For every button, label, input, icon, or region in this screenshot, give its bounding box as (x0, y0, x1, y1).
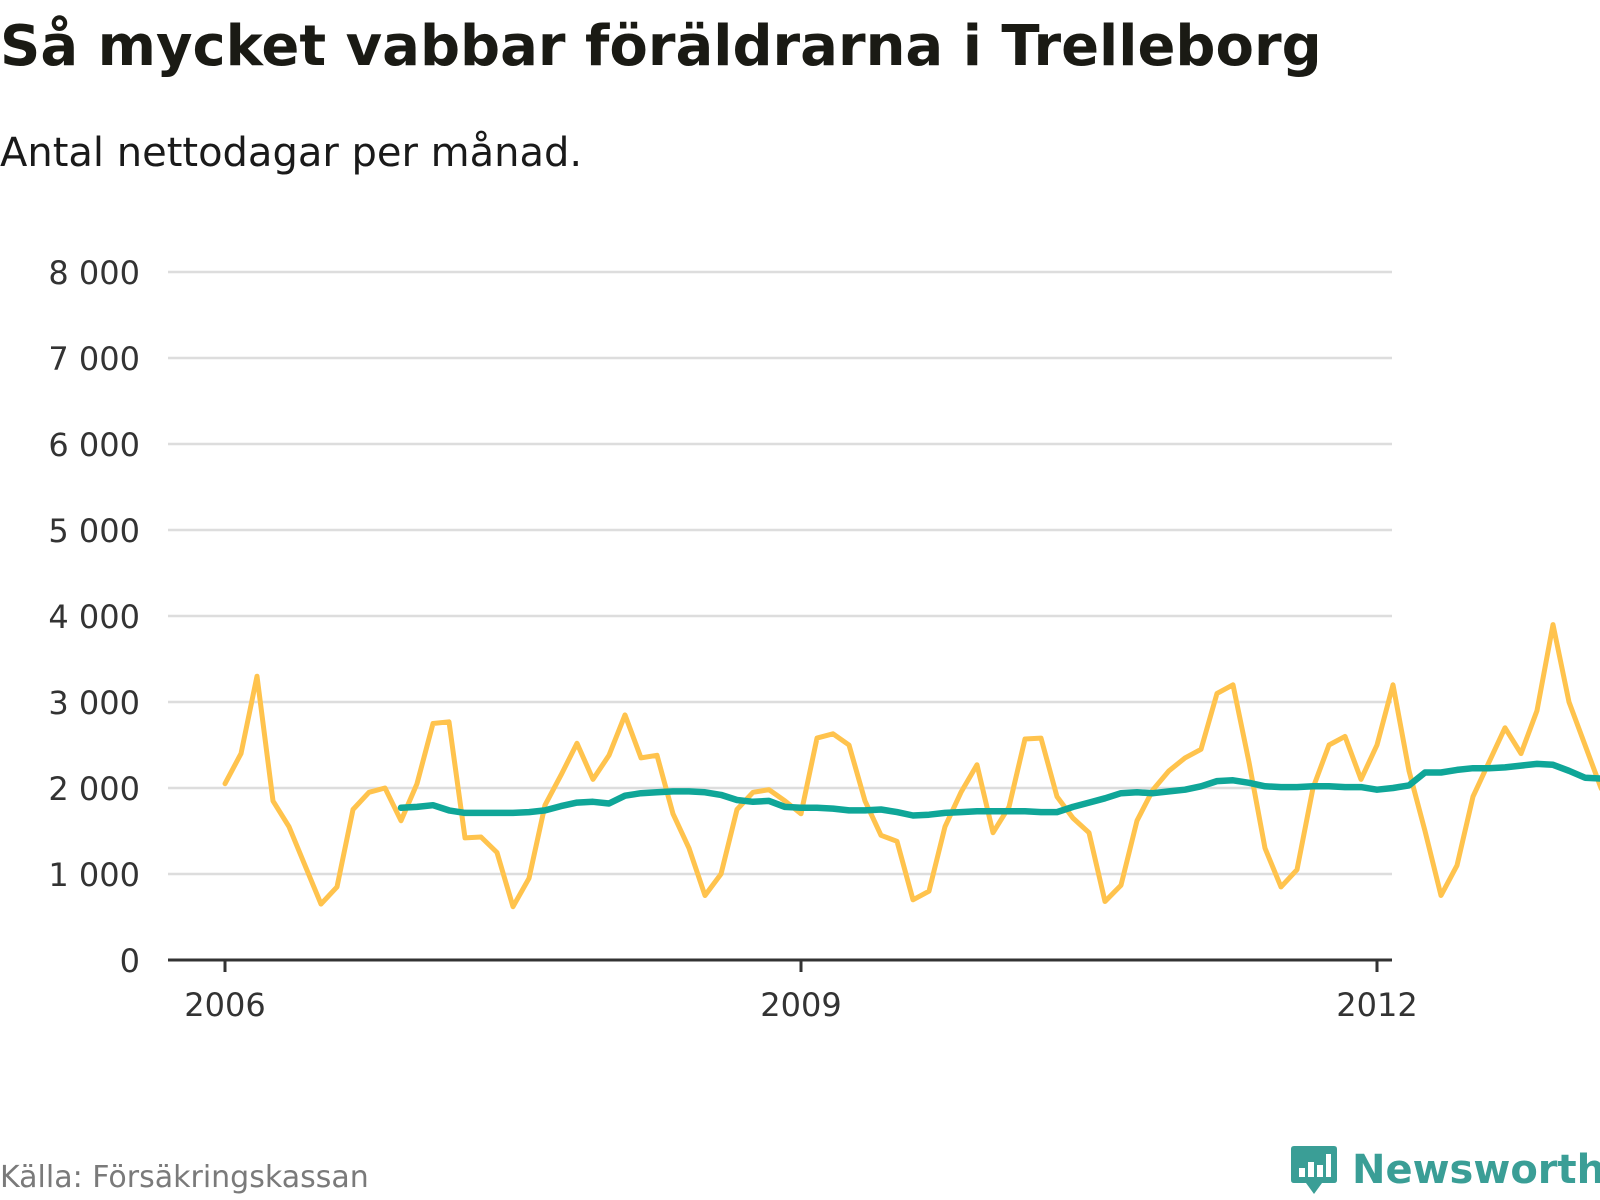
y-tick-label: 3 000 (48, 684, 140, 722)
y-tick-label: 2 000 (48, 770, 140, 808)
x-axis: 2006200920122015201820212023 (168, 958, 1418, 1024)
series-lines (222, 622, 1600, 910)
y-tick-label: 8 000 (48, 254, 140, 292)
y-tick-label: 6 000 (48, 426, 140, 464)
newsworthy-logo-icon (1291, 1146, 1337, 1194)
y-tick-label: 4 000 (48, 598, 140, 636)
y-tick-label: 1 000 (48, 856, 140, 894)
gridlines (168, 270, 1392, 876)
trend-line (397, 760, 1600, 819)
x-tick-label: 2012 (1336, 986, 1417, 1024)
x-tick-label: 2009 (760, 986, 841, 1024)
y-axis-tick-labels: 0 1 000 2 000 3 000 4 000 5 000 6 000 7 000 8 00… (48, 254, 140, 980)
y-tick-label: 7 000 (48, 340, 140, 378)
chart-title: Så mycket vabbar föräldrarna i Trellebor… (0, 14, 1322, 79)
y-tick-label: 5 000 (48, 512, 140, 550)
x-tick-label: 2006 (184, 986, 265, 1024)
source-note: Källa: Försäkringskassan (0, 1160, 369, 1195)
chart-subtitle: Antal nettodagar per månad. (0, 130, 583, 176)
monthly-line (222, 622, 1600, 910)
brand-logo: Newsworthy (1290, 1140, 1600, 1200)
y-tick-label: 0 (120, 942, 140, 980)
brand-name: Newsworthy (1352, 1147, 1600, 1193)
